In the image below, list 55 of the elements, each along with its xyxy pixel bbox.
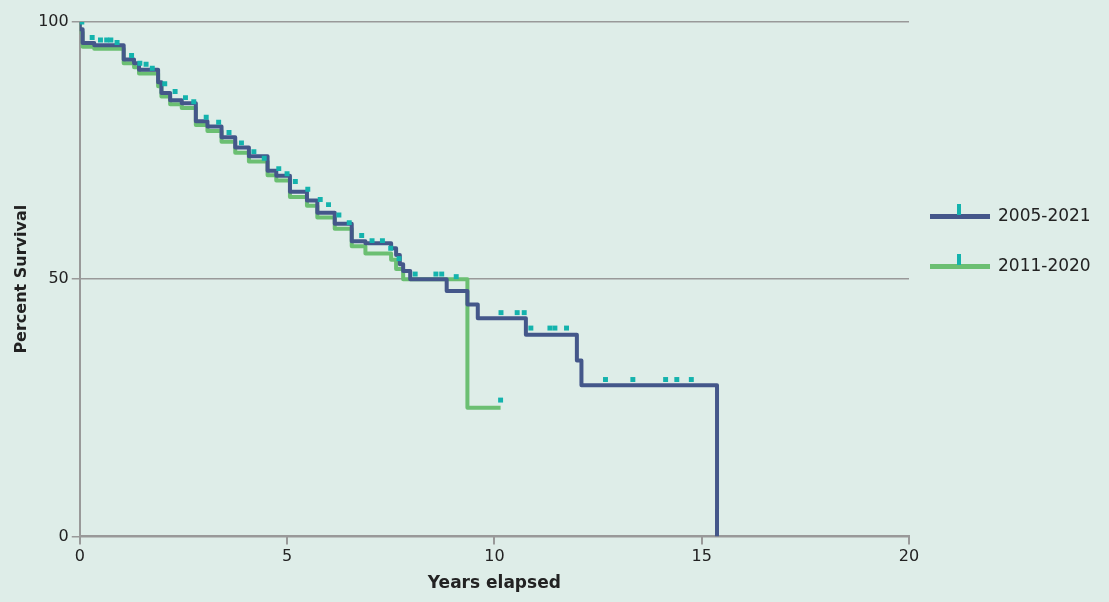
point	[663, 377, 669, 382]
point	[603, 377, 608, 382]
point	[379, 238, 385, 244]
point	[552, 325, 558, 331]
legend-label: 2011-2020	[998, 255, 1091, 275]
point	[388, 245, 394, 251]
point	[305, 186, 311, 192]
point	[149, 65, 155, 71]
point	[514, 310, 520, 316]
point	[528, 325, 534, 331]
x-axis-title: Years elapsed	[426, 572, 561, 593]
y-tick-label: 100	[38, 11, 69, 31]
point	[284, 171, 290, 177]
x-tick-label: 0	[74, 546, 85, 566]
point	[674, 377, 680, 382]
point	[317, 196, 323, 202]
x-tick-label: 20	[898, 546, 920, 566]
point	[359, 233, 365, 238]
point	[162, 81, 168, 87]
point	[498, 397, 504, 403]
point	[172, 88, 178, 94]
point	[238, 140, 244, 146]
point	[183, 95, 188, 101]
point	[336, 212, 342, 218]
point	[433, 271, 439, 277]
point	[547, 325, 553, 331]
point	[191, 99, 197, 105]
x-tick-label: 10	[484, 546, 505, 566]
point	[439, 271, 445, 277]
point	[346, 220, 352, 226]
x-tick-label: 5	[281, 546, 293, 566]
point	[630, 377, 636, 382]
point	[137, 60, 143, 66]
point	[143, 61, 149, 67]
point	[114, 40, 120, 46]
point	[216, 119, 222, 125]
point	[688, 377, 694, 382]
y-tick-label: 0	[58, 525, 69, 545]
point	[292, 178, 298, 184]
point	[251, 149, 257, 155]
x-tick-label: 15	[691, 546, 712, 566]
point	[521, 310, 527, 316]
point	[453, 274, 459, 280]
point	[564, 325, 569, 331]
legend-label: 2005-2021	[998, 205, 1091, 225]
point	[369, 238, 375, 244]
point	[261, 155, 267, 161]
y-axis-title: Percent Survival	[10, 204, 30, 354]
point	[412, 271, 418, 277]
point	[276, 166, 282, 172]
point	[89, 34, 95, 40]
point	[326, 202, 331, 208]
y-tick-label: 50	[48, 268, 69, 288]
point	[203, 114, 209, 120]
point	[129, 52, 135, 58]
